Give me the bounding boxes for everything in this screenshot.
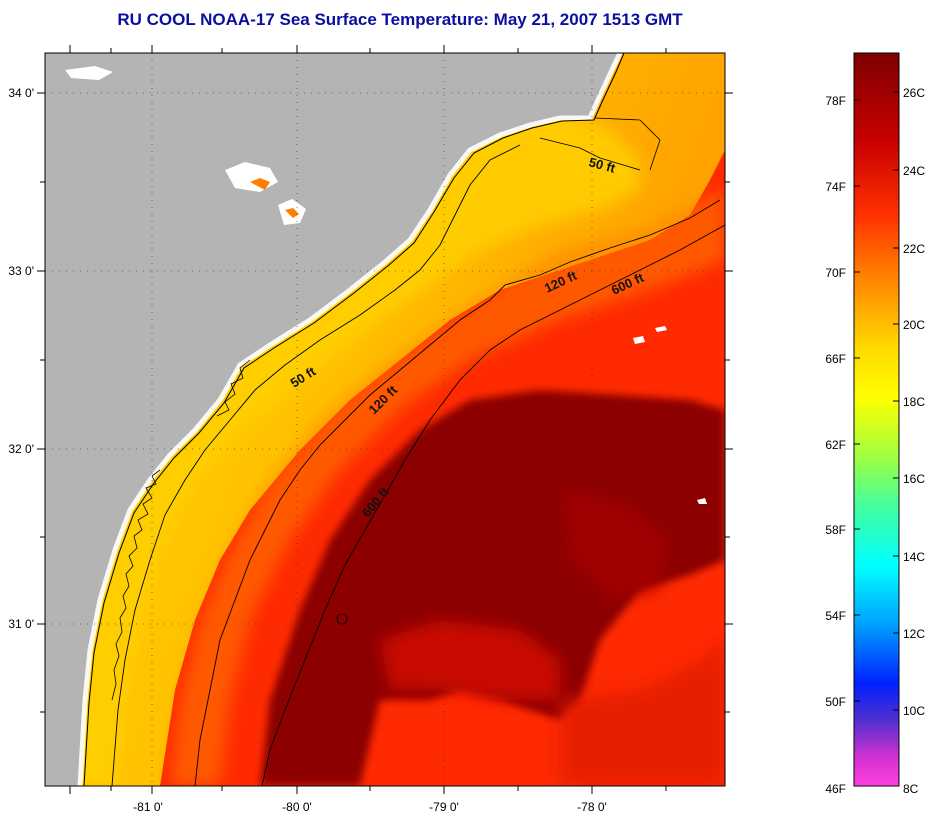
colorbar-gradient — [853, 52, 900, 787]
colorbar-label-16c: 16C — [903, 472, 925, 486]
colorbar-label-78f: 78F — [825, 94, 846, 108]
colorbar-label-22c: 22C — [903, 242, 925, 256]
map-ticks — [37, 45, 733, 794]
colorbar-label-58f: 58F — [825, 523, 846, 537]
land-mass — [45, 53, 620, 786]
lon-label-80: -80 0' — [282, 800, 312, 814]
mid-shelf-orange — [170, 190, 725, 786]
cloud-spot — [633, 336, 645, 344]
lon-label-81: -81 0' — [133, 800, 163, 814]
estuary-detail — [111, 469, 161, 701]
coastal-fringe — [77, 53, 623, 786]
lat-label-31: 31 0' — [8, 617, 34, 631]
colorbar-label-74f: 74F — [825, 180, 846, 194]
coastline — [83, 53, 625, 786]
lake-orange — [250, 178, 270, 190]
colorbar-label-54f: 54F — [825, 609, 846, 623]
lat-label-32: 32 0' — [8, 442, 34, 456]
colorbar-label-66f: 66F — [825, 352, 846, 366]
lon-label-79: -79 0' — [429, 800, 459, 814]
colorbar-label-12c: 12C — [903, 627, 925, 641]
warm-filament — [380, 620, 560, 700]
cloud-spot-3 — [697, 498, 707, 504]
cloud-spot-2 — [655, 326, 667, 332]
lat-label-34: 34 0' — [8, 86, 34, 100]
colorbar-label-10c: 10C — [903, 704, 925, 718]
lat-label-33: 33 0' — [8, 264, 34, 278]
lake-white-3 — [65, 66, 113, 80]
colorbar-label-8c: 8C — [903, 782, 919, 796]
colorbar-label-70f: 70F — [825, 266, 846, 280]
offshore-red — [560, 640, 725, 786]
estuary-detail-2 — [216, 359, 251, 417]
colorbar-label-18c: 18C — [903, 395, 925, 409]
lake-orange-2 — [285, 208, 299, 218]
colorbar: 78F 74F 70F 66F 62F 58F 54F 50F 46F 26C … — [825, 52, 925, 796]
colorbar-label-26c: 26C — [903, 86, 925, 100]
colorbar-label-24c: 24C — [903, 164, 925, 178]
colorbar-label-20c: 20C — [903, 318, 925, 332]
map-panel: 50 ft 50 ft 120 ft 120 ft 600 ft 600 ft — [45, 53, 725, 786]
gulf-stream-core — [260, 390, 725, 786]
colorbar-label-14c: 14C — [903, 550, 925, 564]
barrier-islands-north — [594, 117, 661, 171]
colorbar-ticks — [854, 91, 899, 711]
map-title: RU COOL NOAA-17 Sea Surface Temperature:… — [117, 10, 683, 29]
isobath-120ft — [194, 199, 721, 786]
isobath-50ft — [111, 137, 641, 786]
contour-label-50ft-north: 50 ft — [587, 154, 617, 176]
isobath-600ft — [261, 224, 725, 786]
colorbar-label-62f: 62F — [825, 438, 846, 452]
map-frame — [44, 52, 726, 787]
gulf-stream-eddy — [560, 490, 670, 600]
colorbar-label-50f: 50F — [825, 695, 846, 709]
seamount-contour — [336, 613, 348, 625]
colorbar-label-46f: 46F — [825, 782, 846, 796]
lon-label-78: -78 0' — [577, 800, 607, 814]
